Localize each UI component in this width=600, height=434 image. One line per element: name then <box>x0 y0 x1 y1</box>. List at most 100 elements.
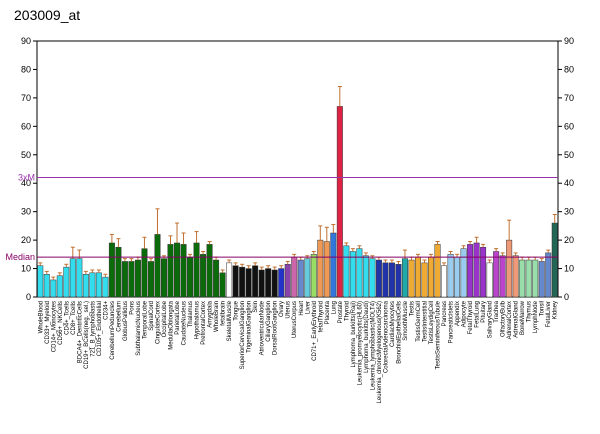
x-tick-label: WholeBrain <box>214 301 220 332</box>
y2-tick-label: 90 <box>564 36 574 46</box>
x-tick-label: Leukemia_lymphoblastic(MOLT4) <box>370 301 376 390</box>
x-tick-label: UterusCorpus <box>292 301 298 338</box>
x-tick-label: AtrioventricularNode <box>260 300 266 355</box>
bar <box>538 261 545 298</box>
y2-tick-label: 50 <box>564 150 574 160</box>
median-label: Median <box>5 252 35 262</box>
x-tick-label: Pituitary <box>481 301 487 323</box>
bar <box>512 255 519 298</box>
x-tick-label: TestisLeydigCell <box>429 301 435 344</box>
x-tick-label: CD19+_BCells(neg._sel.) <box>84 301 90 369</box>
bar <box>454 256 461 298</box>
x-tick-label: WholeBlood <box>38 301 44 333</box>
bar <box>154 234 161 298</box>
y-tick-label: 70 <box>21 93 31 103</box>
bar <box>147 261 154 298</box>
bar <box>167 244 174 298</box>
x-tick-label: Liver <box>305 301 311 314</box>
x-tick-label: CD71+_EarlyErythroid <box>312 301 318 361</box>
bar <box>50 279 57 298</box>
bar <box>375 259 382 298</box>
bar <box>63 266 70 298</box>
bar <box>69 258 76 298</box>
x-tick-label: CD14+_Monocytes <box>51 301 57 352</box>
y-tick-label: 50 <box>21 150 31 160</box>
chart-title: 203009_at <box>14 7 80 23</box>
x-tick-label: CD8+_Tcells <box>71 301 77 335</box>
x-tick-label: Pons <box>129 301 135 315</box>
x-tick-label: Lymphoma_burkitts(Raji) <box>351 301 357 367</box>
y-tick-label: 10 <box>21 264 31 274</box>
bar <box>161 258 167 298</box>
x-tick-label: CaudateNucleus <box>182 301 188 345</box>
x-tick-label: TestisInterstitial <box>422 301 428 342</box>
y-tick-label: 60 <box>21 121 31 131</box>
bar <box>473 242 480 298</box>
bar <box>226 262 233 298</box>
bar <box>37 265 44 298</box>
bar <box>206 244 213 298</box>
bar <box>499 255 506 298</box>
bar <box>382 262 389 298</box>
x-tick-label: Pancreas <box>442 301 448 326</box>
bar <box>134 259 141 298</box>
x-tick-label: CingulateCortex <box>155 301 161 344</box>
bar <box>480 246 487 298</box>
bar <box>239 266 246 298</box>
bar <box>362 255 369 298</box>
x-tick-label: AdrenalCortex <box>507 301 513 339</box>
y-tick-label: 30 <box>21 207 31 217</box>
bar <box>193 242 200 298</box>
bar <box>414 256 421 298</box>
x-tick-label: ParietalLobe <box>175 300 181 334</box>
x-tick-label: CerebellumPeduncles <box>110 301 116 360</box>
y2-tick-label: 10 <box>564 264 574 274</box>
bar <box>369 258 376 298</box>
bar <box>213 259 220 298</box>
x-tick-label: FetalThyroid <box>468 301 474 334</box>
x-tick-label: SubthalamicNucleus <box>136 301 142 356</box>
x-tick-label: Thymus <box>527 301 533 322</box>
bar <box>258 269 265 298</box>
x-tick-label: Tonsil <box>540 301 546 316</box>
x-tick-label: CD34+ <box>103 301 109 320</box>
bar <box>43 273 50 298</box>
bar <box>388 262 395 298</box>
bar <box>486 262 493 298</box>
bar <box>506 239 513 298</box>
x-tick-label: Trachea <box>494 300 500 322</box>
bar <box>401 258 408 298</box>
bar <box>89 272 96 298</box>
bar <box>95 272 102 298</box>
x-tick-label: 721_B_lymphoblasts <box>90 301 96 357</box>
y-tick-label: 40 <box>21 178 31 188</box>
x-tick-label: Thalamus <box>188 301 194 327</box>
bar <box>76 258 83 298</box>
y2-tick-label: 30 <box>564 207 574 217</box>
x-tick-label: Ovary <box>279 301 285 317</box>
bar <box>291 256 298 298</box>
bar <box>493 251 500 298</box>
x-tick-label: CD105+_Endothelial <box>97 301 103 356</box>
bar <box>551 222 558 298</box>
bar <box>265 268 272 298</box>
bar <box>336 106 343 298</box>
x-tick-label: Skin <box>253 301 259 313</box>
x-tick-label: OlfactoryBulb <box>501 300 507 337</box>
x-tick-label: Heart <box>299 301 305 316</box>
bar <box>128 261 135 298</box>
x-tick-label: BDCA4+_DentriticCells <box>77 301 83 363</box>
x-tick-label: SmoothMuscle <box>403 300 409 340</box>
x-tick-label: Lymphoma_burkitts(Daudi) <box>364 301 370 373</box>
bar <box>297 259 304 298</box>
x-tick-label: Testis <box>409 301 415 316</box>
x-tick-label: Prostate <box>338 300 344 323</box>
x-tick-label: PancreaticIslets <box>449 301 455 343</box>
x-tick-label: Leukemia_chronicMyelogenous(K562) <box>377 301 383 403</box>
bar <box>180 244 187 298</box>
x-tick-label: MedullaOblongata <box>169 300 175 349</box>
x-tick-label: CD33+_Myeloid <box>45 301 51 344</box>
bar <box>187 256 194 298</box>
bar <box>82 273 89 298</box>
x-tick-label: CD4+_Tcells <box>64 301 70 335</box>
